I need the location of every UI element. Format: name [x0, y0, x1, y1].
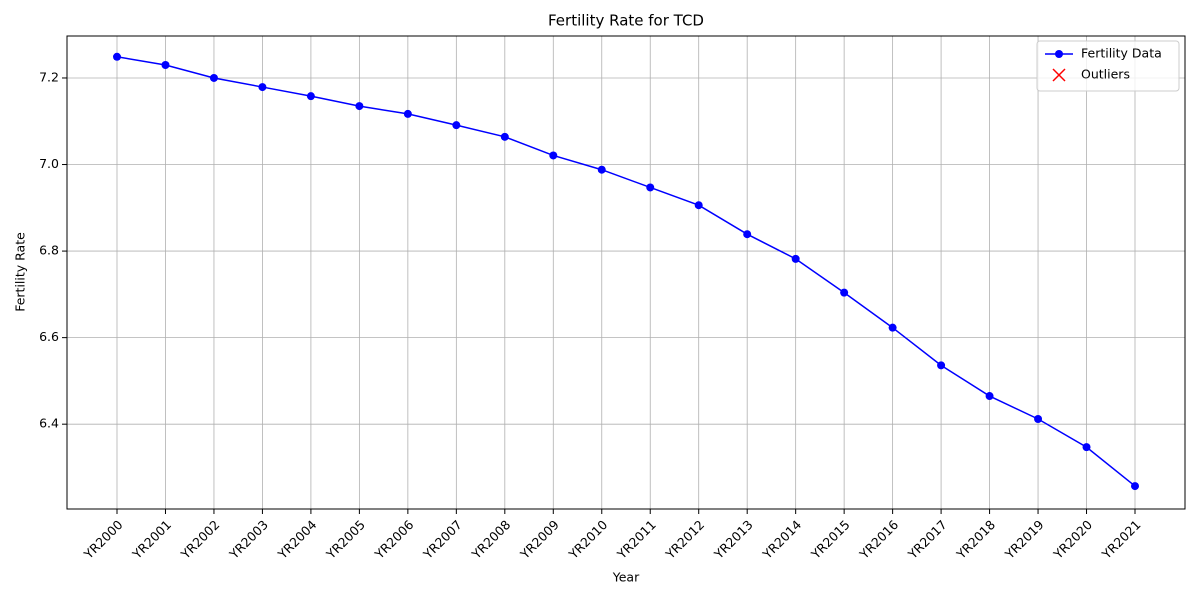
data-line: [116, 56, 1136, 487]
data-point: [937, 361, 946, 370]
x-tick-label: YR2012: [662, 517, 707, 562]
data-point: [1082, 443, 1091, 452]
x-tick-label: YR2010: [565, 517, 610, 562]
data-point: [888, 323, 897, 332]
x-marker-stroke: [1052, 68, 1066, 82]
data-point: [646, 183, 655, 192]
data-point: [1034, 414, 1043, 423]
data-point: [161, 60, 170, 69]
y-tick-label: 6.6: [39, 329, 59, 344]
x-tick-label: YR2003: [226, 517, 271, 562]
data-point: [985, 392, 994, 401]
x-tick-label: YR2009: [517, 517, 562, 562]
data-point: [597, 165, 606, 174]
data-point: [113, 52, 121, 61]
data-point: [258, 83, 267, 92]
y-tick-label: 6.8: [39, 243, 59, 258]
x-tick-label: YR2016: [856, 517, 901, 562]
data-point: [694, 201, 703, 210]
x-tick-label: YR2014: [759, 517, 804, 562]
x-tick-label: YR2000: [80, 517, 125, 562]
x-tick-label: YR2004: [274, 517, 319, 562]
data-point: [403, 109, 412, 118]
data-point: [500, 132, 509, 141]
x-tick-label: YR2017: [904, 517, 949, 562]
x-tick-label: YR2015: [807, 517, 852, 562]
data-point: [355, 102, 364, 111]
data-point: [791, 254, 800, 263]
legend-label: Outliers: [1081, 67, 1130, 82]
data-point: [306, 92, 315, 101]
x-axis-label: Year: [612, 570, 640, 585]
x-tick-label: YR2018: [953, 517, 998, 562]
x-tick-label: YR2001: [129, 517, 174, 562]
x-tick-label: YR2019: [1001, 517, 1046, 562]
y-tick-label: 6.4: [39, 416, 59, 431]
x-tick-label: YR2006: [371, 517, 416, 562]
data-point: [840, 288, 849, 297]
legend-marker: [1052, 68, 1066, 82]
x-tick-label: YR2008: [468, 517, 513, 562]
x-tick-label: YR2011: [613, 517, 658, 562]
y-tick-label: 7.2: [39, 69, 59, 84]
chart-title: Fertility Rate for TCD: [548, 12, 704, 30]
data-point: [743, 230, 752, 239]
x-tick-label: YR2020: [1050, 517, 1095, 562]
data-point: [1131, 482, 1139, 491]
x-tick-label: YR2005: [323, 517, 368, 562]
x-tick-label: YR2013: [710, 517, 755, 562]
plot-frame: [66, 35, 1186, 510]
legend-marker: [1055, 50, 1063, 58]
x-tick-label: YR2002: [177, 517, 222, 562]
data-point: [209, 73, 218, 82]
y-axis-label: Fertility Rate: [13, 232, 28, 312]
y-tick-label: 7.0: [39, 156, 59, 171]
legend-label: Fertility Data: [1081, 46, 1162, 61]
data-point: [549, 151, 558, 160]
x-tick-label: YR2021: [1098, 517, 1143, 562]
data-point: [452, 121, 461, 130]
x-tick-label: YR2007: [420, 517, 465, 562]
